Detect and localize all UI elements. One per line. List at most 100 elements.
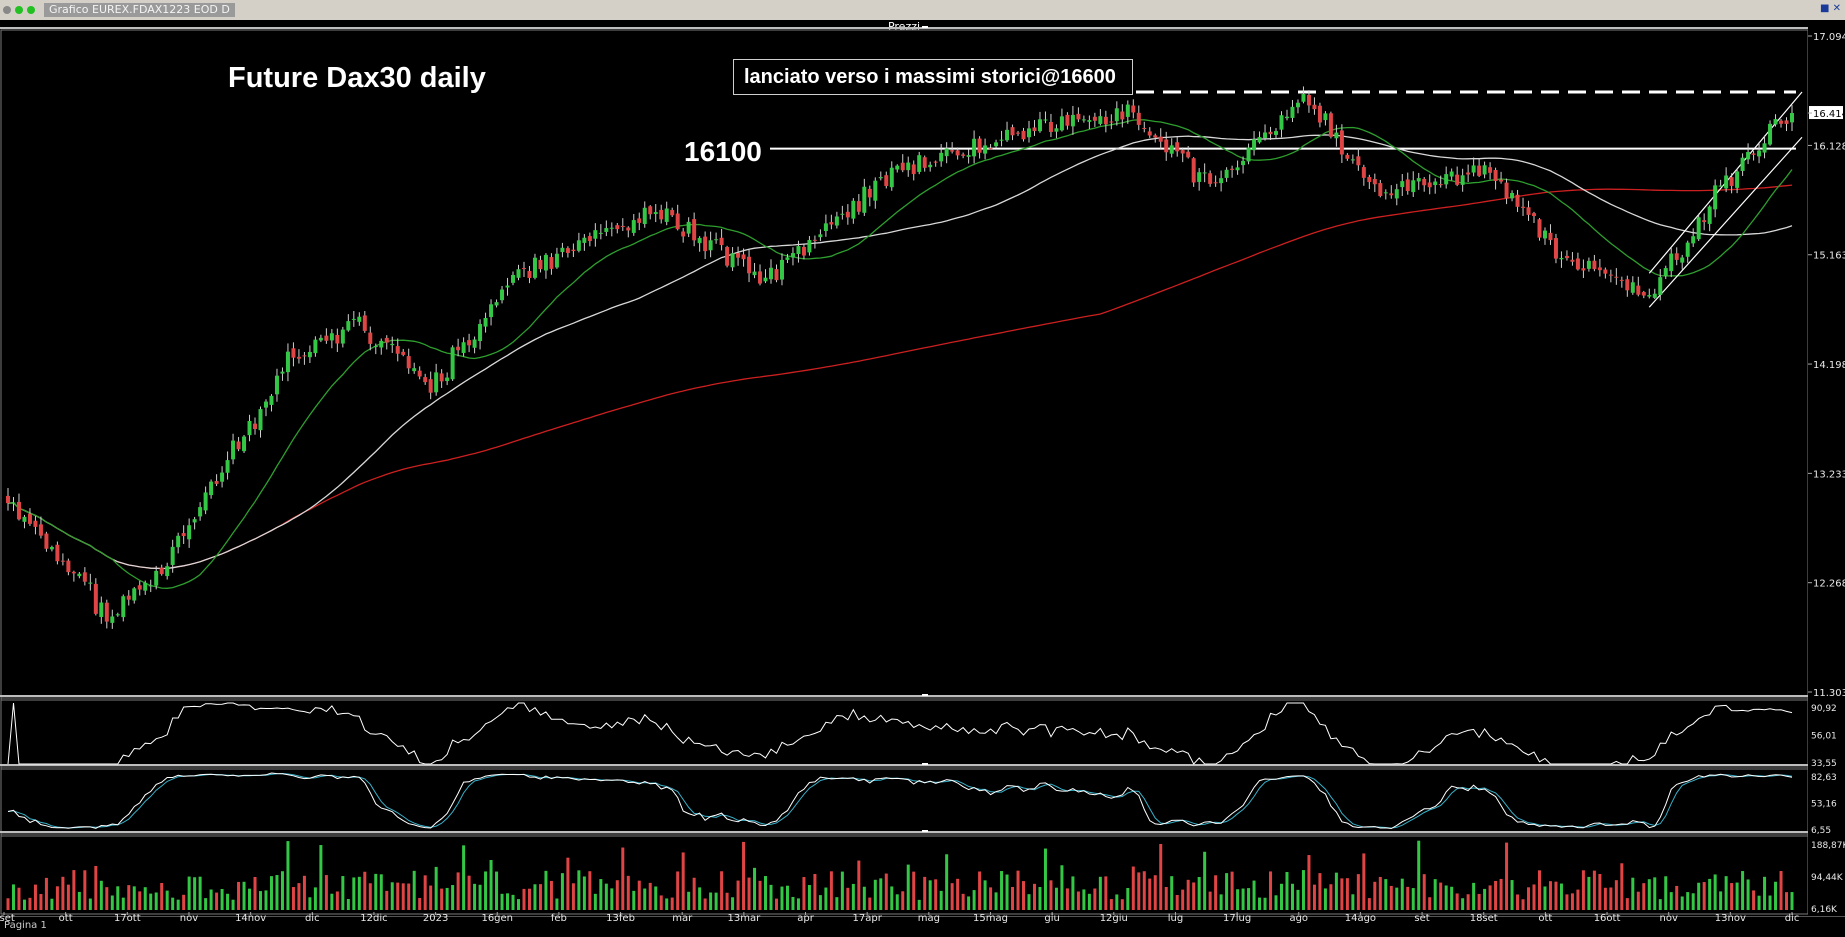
volume-bar <box>204 898 208 910</box>
volume-bar <box>588 871 592 910</box>
volume-bar <box>66 884 70 910</box>
candle-body <box>648 206 653 215</box>
candle-body <box>467 340 472 346</box>
candle-body <box>845 211 850 218</box>
y-axis: 17.094 16.414 16.128 15.163 14.198 13.233 12.2… <box>1808 20 1845 916</box>
volume-bar <box>1505 842 1509 910</box>
volume-bar <box>769 884 773 910</box>
candle-body <box>922 157 927 168</box>
chart-svg[interactable]: 17.094 16.414 16.128 15.163 14.198 13.233 12.2… <box>0 20 1845 936</box>
candle-body <box>725 247 730 266</box>
candle-body <box>1383 192 1388 194</box>
x-tick-label: ott <box>1538 913 1552 924</box>
volume-bar <box>1247 888 1251 910</box>
y-tick-label: 13.233 <box>1813 469 1845 480</box>
volume-bar <box>1543 886 1547 910</box>
volume-bar <box>1296 889 1300 910</box>
candle-body <box>812 239 817 241</box>
x-tick-label: 13mar <box>728 913 762 924</box>
candle-body <box>1757 150 1762 157</box>
candle-body <box>703 236 708 252</box>
volume-bar <box>1532 884 1536 910</box>
candle-body <box>1241 160 1246 166</box>
volume-bar <box>725 892 729 910</box>
candle-body <box>209 481 214 496</box>
window-controls-icon[interactable]: ■ ✕ <box>1819 3 1841 14</box>
volume-bar <box>1071 876 1075 910</box>
x-tick-label: 2set <box>0 913 15 924</box>
candle-body <box>132 588 137 601</box>
volume-bar <box>522 888 526 910</box>
volume-bar <box>1559 883 1563 910</box>
volume-bar <box>670 897 674 910</box>
candle-body <box>329 333 334 341</box>
x-tick-label: 17ott <box>114 913 141 924</box>
candle-body <box>291 348 296 358</box>
candle-body <box>296 356 301 359</box>
volume-bar <box>1752 890 1756 910</box>
candle-body <box>1125 104 1130 117</box>
candle-body <box>543 254 548 271</box>
ma-short-line <box>7 119 1793 589</box>
candle-body <box>1608 274 1613 276</box>
volume-bar <box>1785 892 1789 910</box>
volume-bar <box>538 884 542 910</box>
candle-body <box>994 142 999 147</box>
candle-body <box>335 334 340 344</box>
menu-icon[interactable] <box>3 6 11 14</box>
x-tick-label: nov <box>180 913 198 924</box>
panel-handle-icon <box>922 694 928 696</box>
candle-body <box>675 213 680 230</box>
x-tick-label: 13nov <box>1715 913 1746 924</box>
ma-medium-line <box>7 134 1793 570</box>
candle-body <box>1334 132 1339 139</box>
candle-body <box>137 585 142 590</box>
candle-body <box>1416 178 1421 182</box>
candle-body <box>38 524 43 536</box>
volume-bar <box>500 893 504 910</box>
volume-bar <box>1230 871 1234 910</box>
volume-bar <box>906 864 910 910</box>
candle-body <box>1186 151 1191 158</box>
candle-body <box>225 460 230 473</box>
candle-body <box>1191 158 1196 183</box>
candle-body <box>807 240 812 253</box>
volume-bar <box>632 890 636 910</box>
candle-body <box>340 329 345 344</box>
volume-bar <box>884 873 888 910</box>
candle-body <box>1471 165 1476 173</box>
volume-bar <box>1241 888 1245 910</box>
candle-body <box>1504 182 1509 199</box>
candle-body <box>1444 174 1449 185</box>
volume-bar <box>698 887 702 910</box>
candle-body <box>1219 178 1224 184</box>
status-green-icon-2[interactable] <box>27 6 35 14</box>
volume-bar <box>610 888 614 910</box>
candle-body <box>1438 184 1443 186</box>
indicator-tick-label: 90,92 <box>1811 704 1837 714</box>
x-tick-label: lug <box>1168 913 1183 924</box>
volume-bar <box>593 893 597 910</box>
volume-bar <box>1345 878 1349 910</box>
candle-body <box>1773 119 1778 125</box>
volume-bar <box>248 888 252 910</box>
volume-bar <box>1252 880 1256 910</box>
volume-bar <box>824 887 828 910</box>
status-green-icon[interactable] <box>15 6 23 14</box>
candle-body <box>708 240 713 251</box>
panel-handle-icon <box>922 763 928 765</box>
volume-bar <box>582 876 586 910</box>
volume-bar <box>1774 881 1778 910</box>
candle-body <box>900 162 905 171</box>
x-tick-label: 16ott <box>1594 913 1621 924</box>
volume-bar <box>456 872 460 910</box>
candle-body <box>944 148 949 157</box>
candle-body <box>1290 106 1295 118</box>
candle-body <box>1658 277 1663 295</box>
candle-body <box>873 180 878 201</box>
candle-body <box>823 223 828 232</box>
volume-bar <box>1428 897 1432 910</box>
volume-bar <box>1285 871 1289 910</box>
candle-body <box>1521 206 1526 208</box>
indicator-tick-label: 33,55 <box>1811 759 1837 769</box>
